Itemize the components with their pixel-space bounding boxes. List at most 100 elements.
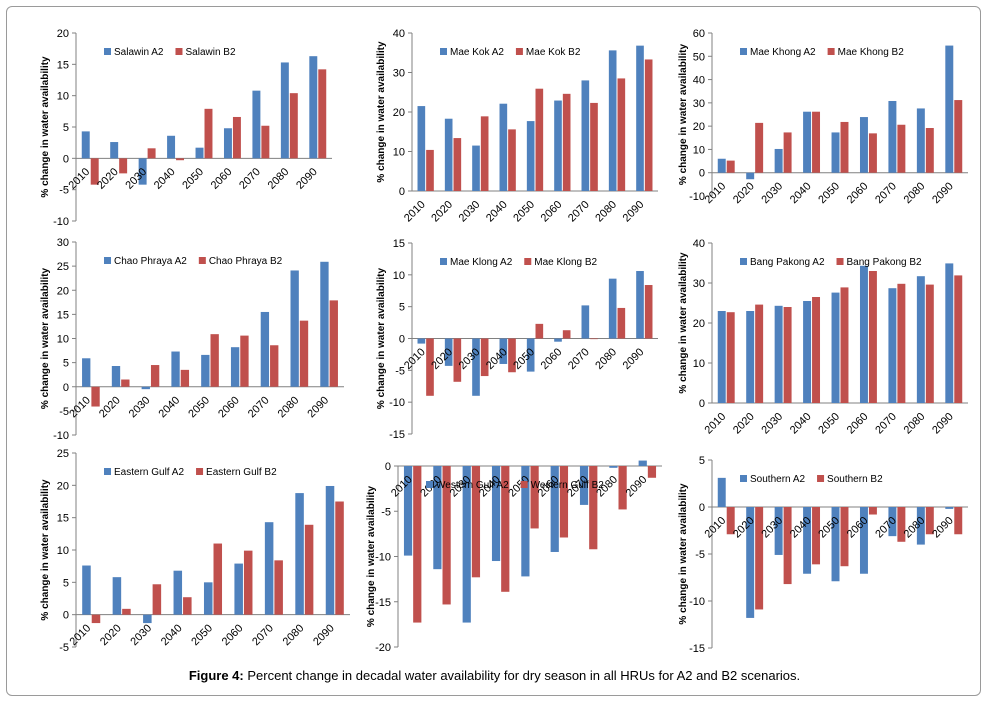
bang-pakong-x-tick-label: 2020 (731, 411, 757, 437)
salawin-b2-bar-2040 (176, 158, 185, 161)
mae-klong-y-tick-label: -10 (389, 397, 405, 409)
mae-klong-a2-bar-2060 (554, 338, 562, 342)
eastern-gulf-x-tick-label: 2040 (159, 622, 185, 648)
chao-phraya-x-tick-label: 2020 (97, 394, 123, 420)
eastern-gulf-y-tick-label: 15 (57, 513, 69, 525)
caption-text: Percent change in decadal water availabi… (247, 668, 801, 683)
eastern-gulf-x-tick-label: 2010 (68, 622, 94, 648)
eastern-gulf-a2-bar-2020 (112, 577, 122, 615)
southern-b2-bar-2010 (726, 507, 735, 535)
eastern-gulf-x-tick-label: 2030 (128, 622, 154, 648)
bang-pakong-b2-bar-2040 (812, 297, 821, 403)
mae-khong-y-tick-label: 40 (693, 75, 705, 87)
bang-pakong-b2-bar-2020 (755, 304, 764, 403)
southern-y-tick-label: 5 (699, 455, 705, 467)
mae-klong-b2-bar-2020 (453, 338, 462, 382)
eastern-gulf-a2-bar-2040 (173, 570, 183, 615)
salawin-a2-bar-2060 (223, 128, 232, 159)
mae-khong-b2-bar-2070 (897, 124, 906, 173)
western-gulf-b2-bar-2060 (559, 466, 569, 538)
bang-pakong-x-tick-label: 2030 (759, 411, 785, 437)
western-gulf-a2-bar-2010 (403, 466, 413, 556)
mae-kok-b2-bar-2030 (480, 116, 489, 191)
salawin-b2-bar-2080 (289, 93, 298, 159)
eastern-gulf-b2-bar-2080 (304, 524, 314, 615)
mae-kok-x-tick-label: 2050 (511, 199, 537, 225)
eastern-gulf-b2-bar-2050 (213, 543, 223, 615)
eastern-gulf-legend-swatch-b2 (196, 468, 204, 475)
mae-khong-a2-bar-2010 (717, 158, 726, 173)
bang-pakong-y-axis-title: % change in water availability (678, 252, 689, 394)
salawin-legend-label-b2: Salawin B2 (185, 47, 235, 58)
southern-b2-bar-2080 (925, 507, 934, 535)
mae-khong-a2-bar-2090 (945, 45, 954, 173)
southern-a2-bar-2010 (717, 477, 726, 507)
salawin-x-tick-label: 2010 (67, 166, 93, 192)
bang-pakong-a2-bar-2070 (888, 288, 897, 403)
salawin-y-tick-label: 15 (57, 59, 69, 71)
eastern-gulf-y-tick-label: 10 (57, 545, 69, 557)
mae-kok-legend-swatch-a2 (440, 48, 447, 55)
western-gulf-b2-bar-2090 (647, 466, 657, 478)
mae-klong-y-tick-label: 5 (399, 302, 405, 314)
mae-khong-legend-swatch-b2 (827, 48, 835, 55)
mae-khong-b2-bar-2050 (840, 121, 849, 173)
southern-y-tick-label: 0 (699, 502, 705, 514)
mae-kok-x-tick-label: 2040 (484, 199, 510, 225)
mae-klong-y-tick-label: -15 (389, 429, 405, 441)
western-gulf-a2-bar-2040 (491, 466, 501, 562)
mae-klong-b2-bar-2080 (617, 307, 626, 339)
chao-phraya-x-tick-label: 2080 (276, 394, 302, 420)
mae-khong-b2-bar-2040 (812, 111, 821, 173)
eastern-gulf-b2-bar-2020 (122, 608, 131, 615)
mae-klong-b2-bar-2050 (535, 323, 544, 339)
mae-klong-x-tick-label: 2080 (593, 346, 619, 372)
mae-kok-a2-bar-2060 (554, 100, 562, 191)
bang-pakong-a2-bar-2010 (717, 311, 726, 403)
salawin-a2-bar-2080 (280, 62, 289, 159)
southern-legend-label-b2: Southern B2 (827, 474, 883, 485)
mae-kok-a2-bar-2010 (417, 106, 426, 191)
chao-phraya-b2-bar-2090 (329, 300, 338, 387)
mae-kok-x-tick-label: 2010 (402, 199, 428, 225)
eastern-gulf-y-axis-title: % change in water availability (40, 479, 51, 621)
salawin-y-tick-label: -5 (59, 185, 69, 197)
mae-khong-y-tick-label: 10 (693, 144, 705, 156)
mae-kok-x-tick-label: 2090 (621, 199, 647, 225)
salawin-y-tick-label: 20 (57, 28, 69, 40)
mae-khong-b2-bar-2010 (726, 160, 735, 173)
salawin-b2-bar-2090 (318, 69, 327, 159)
mae-klong-a2-bar-2090 (636, 271, 644, 339)
southern-legend-swatch-b2 (817, 475, 825, 482)
southern-a2-bar-2030 (774, 507, 783, 555)
eastern-gulf-x-tick-label: 2070 (250, 622, 276, 648)
bang-pakong-x-tick-label: 2090 (930, 411, 956, 437)
western-gulf-b2-bar-2020 (442, 466, 451, 605)
mae-kok-y-tick-label: 0 (399, 186, 405, 198)
mae-khong-x-tick-label: 2010 (703, 180, 729, 206)
mae-khong-a2-bar-2040 (803, 111, 812, 173)
chao-phraya-x-tick-label: 2060 (216, 394, 242, 420)
bang-pakong-a2-bar-2030 (774, 305, 783, 403)
western-gulf-legend-swatch-b2 (520, 481, 528, 488)
salawin-b2-bar-2020 (119, 158, 128, 174)
bang-pakong-a2-bar-2060 (859, 265, 868, 403)
chao-phraya-legend-swatch-b2 (198, 257, 206, 264)
eastern-gulf-a2-bar-2080 (295, 493, 304, 615)
mae-khong-x-tick-label: 2070 (873, 180, 899, 206)
eastern-gulf-x-tick-label: 2050 (189, 622, 215, 648)
mae-klong-b2-bar-2010 (426, 338, 434, 396)
mae-khong-b2-bar-2080 (925, 128, 934, 173)
mae-klong-x-tick-label: 2060 (539, 346, 565, 372)
western-gulf-b2-bar-2040 (501, 466, 510, 592)
mae-kok-b2-bar-2090 (644, 59, 653, 192)
chao-phraya-y-tick-label: -10 (53, 430, 69, 442)
bang-pakong-b2-bar-2080 (925, 284, 934, 403)
eastern-gulf-a2-bar-2030 (143, 614, 152, 624)
mae-khong-legend-label-b2: Mae Khong B2 (838, 47, 905, 58)
western-gulf-b2-bar-2070 (589, 466, 598, 550)
southern-a2-bar-2090 (945, 507, 954, 509)
eastern-gulf-b2-bar-2040 (183, 597, 192, 615)
chao-phraya-y-tick-label: 0 (63, 382, 69, 394)
